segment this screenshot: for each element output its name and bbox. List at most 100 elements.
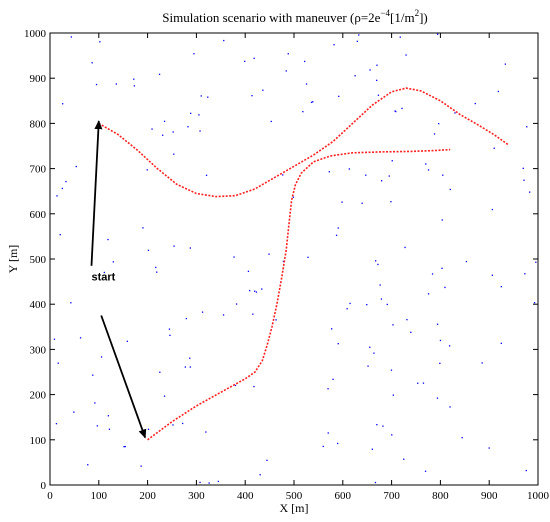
scatter-point <box>305 83 308 85</box>
scatter-point <box>262 89 264 91</box>
scatter-point <box>533 302 536 304</box>
scatter-point <box>449 188 451 191</box>
scatter-point <box>338 95 340 97</box>
scatter-point <box>292 196 294 198</box>
scatter-point <box>349 302 351 305</box>
scatter-point <box>190 112 192 114</box>
scatter-point <box>75 165 77 168</box>
scatter-point <box>390 201 392 203</box>
scatter-point <box>259 474 261 476</box>
scatter-point <box>376 424 378 426</box>
scatter-point <box>488 447 490 449</box>
y-tick-label: 100 <box>30 435 47 447</box>
scatter-point <box>87 464 89 466</box>
annotation-arrow <box>100 315 147 439</box>
scatter-point <box>172 424 174 426</box>
scatter-point <box>405 54 407 56</box>
y-tick-label: 500 <box>30 254 47 266</box>
scatter-point <box>108 428 111 430</box>
scatter-point <box>424 470 427 472</box>
scatter-point <box>380 298 383 300</box>
scatter-point <box>207 96 209 98</box>
trajectories <box>98 87 510 441</box>
scatter-point <box>377 263 379 266</box>
scatter-point <box>337 343 339 345</box>
x-tick-label: 200 <box>139 490 156 502</box>
scatter-point <box>247 270 250 272</box>
scatter-point <box>285 70 287 72</box>
scatter-point <box>438 123 440 125</box>
x-tick-label: 500 <box>286 490 303 502</box>
scatter-point <box>500 286 502 288</box>
scatter-point <box>504 63 506 65</box>
scatter-point <box>358 34 360 36</box>
scatter-point <box>205 431 207 433</box>
scatter-point <box>433 133 436 135</box>
scatter-point <box>310 101 313 103</box>
scatter-points <box>53 33 537 484</box>
x-axis: 0 100 200 300 400 500 600 700 800 900 1000 <box>47 33 550 502</box>
scatter-point <box>366 304 368 306</box>
scatter-point <box>173 153 175 155</box>
x-tick-label: 0 <box>47 490 53 502</box>
scatter-point <box>337 442 339 445</box>
x-tick-label: 400 <box>237 490 254 502</box>
scatter-point <box>79 337 82 339</box>
scatter-point <box>388 175 390 177</box>
scatter-point <box>346 308 348 310</box>
scatter-point <box>235 303 238 305</box>
scatter-point <box>70 302 72 304</box>
scatter-point <box>133 85 135 87</box>
y-tick-label: 200 <box>30 390 47 402</box>
scatter-point <box>481 362 483 364</box>
scatter-point <box>307 256 309 258</box>
scatter-point <box>369 69 371 71</box>
scatter-point <box>100 356 103 358</box>
scatter-point <box>417 382 419 384</box>
scatter-point <box>406 319 408 321</box>
scatter-point <box>244 60 246 62</box>
scatter-point <box>168 328 171 330</box>
scatter-point <box>535 261 537 263</box>
scatter-point <box>266 459 268 461</box>
scatter-point <box>92 374 94 376</box>
scatter-point <box>523 179 525 181</box>
y-tick-label: 300 <box>30 344 47 356</box>
scatter-point <box>376 64 378 66</box>
scatter-point <box>354 75 356 77</box>
scatter-point <box>449 406 451 408</box>
scatter-point <box>126 340 128 342</box>
scatter-point <box>332 378 334 380</box>
scatter-point <box>163 395 166 397</box>
scatter-point <box>162 134 164 136</box>
scatter-point <box>436 397 439 399</box>
annotations: start <box>90 120 147 439</box>
scatter-point <box>158 73 161 75</box>
scatter-point <box>140 465 142 467</box>
scatter-point <box>163 120 166 122</box>
y-tick-label: 600 <box>30 209 47 221</box>
scatter-point <box>53 338 56 340</box>
scatter-point <box>233 256 235 258</box>
scatter-point <box>493 147 495 149</box>
scatter-point <box>159 371 161 373</box>
scatter-point <box>442 174 444 176</box>
y-tick-label: 700 <box>30 164 47 176</box>
scatter-point <box>335 234 338 236</box>
scatter-point <box>270 120 272 123</box>
scatter-point <box>172 131 174 133</box>
scatter-point <box>422 382 425 384</box>
scatter-point <box>341 201 343 203</box>
scatter-point <box>427 169 430 171</box>
scatter-point <box>107 415 109 417</box>
scatter-point <box>436 323 439 325</box>
scatter-point <box>449 345 451 347</box>
scatter-point <box>112 261 114 263</box>
scatter-point <box>201 311 204 313</box>
scatter-point <box>497 90 499 93</box>
scatter-point <box>377 94 380 96</box>
scatter-point <box>249 289 251 292</box>
scatter-point <box>251 95 253 97</box>
x-tick-label: 900 <box>481 490 498 502</box>
scatter-point <box>200 95 202 97</box>
